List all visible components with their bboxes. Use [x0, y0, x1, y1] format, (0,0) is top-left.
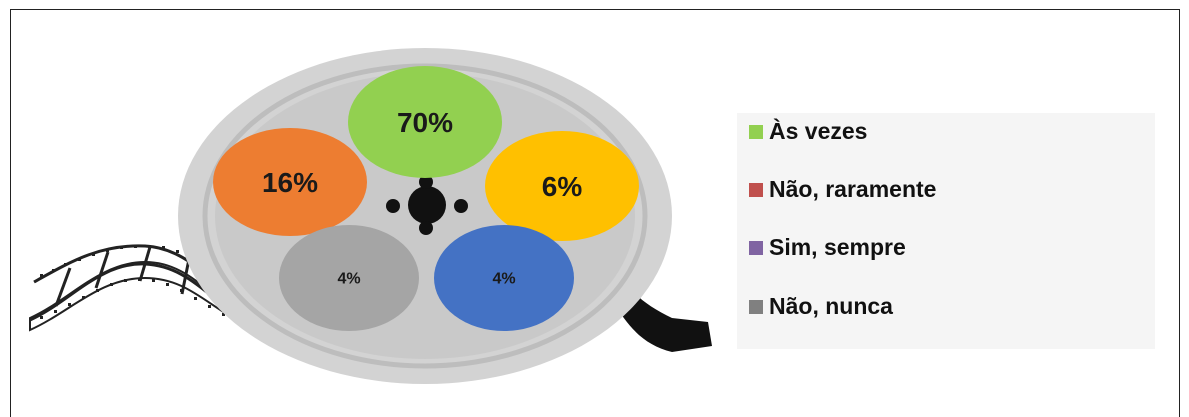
legend-item-nao-raramente: Não, raramente [749, 176, 936, 203]
slice-0 [348, 66, 502, 178]
legend-swatch-gray [749, 299, 763, 314]
legend-item-as-vezes: Às vezes [749, 118, 867, 145]
legend-item-sim-sempre: Sim, sempre [749, 234, 906, 261]
legend-swatch-red [749, 182, 763, 197]
slice-label-0: 70% [397, 107, 453, 138]
film-tail-icon [612, 290, 712, 352]
slice-label-1: 16% [262, 167, 318, 198]
slice-4 [434, 225, 574, 331]
chart-frame [10, 9, 1180, 417]
slice-label-4: 4% [492, 271, 515, 288]
legend-label: Não, raramente [769, 176, 937, 202]
legend-label: Sim, sempre [769, 234, 906, 260]
legend-label: Às vezes [769, 118, 868, 144]
legend-swatch-purple [749, 240, 763, 255]
legend-swatch-green [749, 124, 763, 139]
slice-1 [213, 128, 367, 236]
reel-hub-icon [386, 175, 468, 235]
film-strip-icon [29, 244, 256, 332]
legend: Às vezes Não, raramente Sim, sempre Não,… [737, 113, 1155, 349]
slice-2 [485, 131, 639, 241]
slice-label-3: 4% [337, 271, 360, 288]
slice-3 [279, 225, 419, 331]
legend-label: Não, nunca [769, 293, 893, 319]
slice-label-2: 6% [542, 171, 583, 202]
legend-item-nao-nunca: Não, nunca [749, 293, 893, 320]
